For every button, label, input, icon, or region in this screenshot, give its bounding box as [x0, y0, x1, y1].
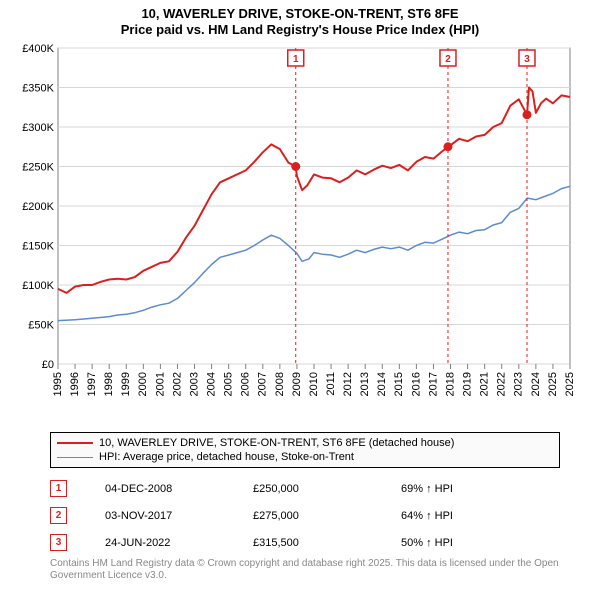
svg-text:2025: 2025 [547, 372, 559, 396]
svg-text:2025: 2025 [564, 372, 576, 396]
svg-text:2023: 2023 [513, 372, 525, 396]
svg-text:2017: 2017 [427, 372, 439, 396]
svg-text:1998: 1998 [103, 372, 115, 396]
svg-text:£100K: £100K [22, 280, 54, 292]
legend-swatch [57, 442, 93, 444]
event-price: £315,500 [253, 537, 363, 549]
svg-text:1996: 1996 [69, 372, 81, 396]
legend-label: 10, WAVERLEY DRIVE, STOKE-ON-TRENT, ST6 … [99, 437, 454, 449]
legend-swatch [57, 457, 93, 458]
svg-text:£350K: £350K [22, 83, 54, 95]
svg-text:2003: 2003 [188, 372, 200, 396]
svg-text:2010: 2010 [308, 372, 320, 396]
svg-text:2012: 2012 [342, 372, 354, 396]
svg-text:£50K: £50K [28, 320, 54, 332]
svg-text:2015: 2015 [393, 372, 405, 396]
event-row: 1 04-DEC-2008 £250,000 69% ↑ HPI [50, 476, 560, 503]
footnote: Contains HM Land Registry data © Crown c… [50, 558, 562, 582]
svg-text:2007: 2007 [257, 372, 269, 396]
svg-text:2004: 2004 [206, 372, 218, 396]
event-row: 2 03-NOV-2017 £275,000 64% ↑ HPI [50, 503, 560, 530]
event-delta: 69% ↑ HPI [401, 483, 453, 495]
event-row: 3 24-JUN-2022 £315,500 50% ↑ HPI [50, 530, 560, 557]
event-badge: 2 [50, 507, 67, 524]
svg-text:2006: 2006 [240, 372, 252, 396]
svg-text:£400K: £400K [22, 43, 54, 55]
title-line-2: Price paid vs. HM Land Registry's House … [0, 22, 600, 38]
svg-text:2021: 2021 [479, 372, 491, 396]
legend-item: 10, WAVERLEY DRIVE, STOKE-ON-TRENT, ST6 … [57, 436, 553, 450]
event-delta: 50% ↑ HPI [401, 537, 453, 549]
svg-text:2014: 2014 [376, 372, 388, 396]
chart-title-block: 10, WAVERLEY DRIVE, STOKE-ON-TRENT, ST6 … [0, 0, 600, 39]
svg-text:2013: 2013 [359, 372, 371, 396]
legend-label: HPI: Average price, detached house, Stok… [99, 451, 354, 463]
svg-text:2: 2 [445, 54, 451, 65]
svg-text:2001: 2001 [154, 372, 166, 396]
svg-text:2009: 2009 [291, 372, 303, 396]
event-badge: 1 [50, 480, 67, 497]
svg-text:3: 3 [524, 54, 530, 65]
svg-text:2016: 2016 [410, 372, 422, 396]
event-delta: 64% ↑ HPI [401, 510, 453, 522]
svg-text:2024: 2024 [530, 372, 542, 396]
event-date: 03-NOV-2017 [105, 510, 215, 522]
event-price: £275,000 [253, 510, 363, 522]
svg-text:2000: 2000 [137, 372, 149, 396]
svg-text:2019: 2019 [462, 372, 474, 396]
svg-text:£300K: £300K [22, 122, 54, 134]
svg-text:2018: 2018 [444, 372, 456, 396]
event-price: £250,000 [253, 483, 363, 495]
svg-text:£250K: £250K [22, 162, 54, 174]
svg-text:£200K: £200K [22, 201, 54, 213]
svg-text:2005: 2005 [223, 372, 235, 396]
price-chart: £0 £50K £100K £150K £200K £250K £300K £350K £400… [18, 42, 578, 422]
svg-text:2008: 2008 [274, 372, 286, 396]
title-line-1: 10, WAVERLEY DRIVE, STOKE-ON-TRENT, ST6 … [0, 6, 600, 22]
svg-text:1: 1 [293, 54, 299, 65]
svg-text:£0: £0 [42, 359, 54, 371]
svg-text:2002: 2002 [171, 372, 183, 396]
legend-item: HPI: Average price, detached house, Stok… [57, 450, 553, 464]
chart-svg: £0 £50K £100K £150K £200K £250K £300K £350K £400… [18, 42, 578, 422]
legend: 10, WAVERLEY DRIVE, STOKE-ON-TRENT, ST6 … [50, 432, 560, 468]
svg-text:2011: 2011 [325, 372, 337, 396]
svg-text:1999: 1999 [120, 372, 132, 396]
svg-text:1997: 1997 [86, 372, 98, 396]
event-badge: 3 [50, 534, 67, 551]
event-date: 24-JUN-2022 [105, 537, 215, 549]
event-date: 04-DEC-2008 [105, 483, 215, 495]
svg-text:1995: 1995 [52, 372, 64, 396]
svg-text:2022: 2022 [496, 372, 508, 396]
events-table: 1 04-DEC-2008 £250,000 69% ↑ HPI 2 03-NO… [50, 476, 560, 557]
svg-text:£150K: £150K [22, 241, 54, 253]
